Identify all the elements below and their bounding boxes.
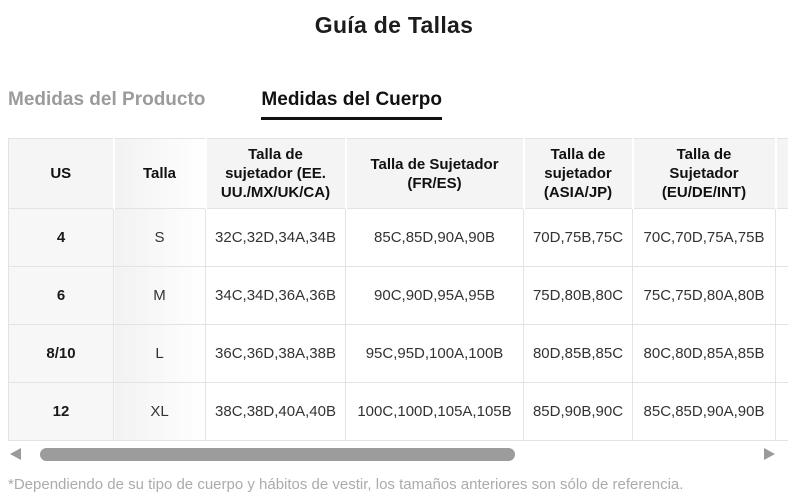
table-cell: 36C,36D,38A,38B (205, 324, 346, 383)
table-cell-cutoff (775, 324, 788, 383)
table-cell: 100C,100D,105A,105B (345, 382, 524, 441)
table-cell-cutoff (775, 208, 788, 267)
table-row: 4 S 32C,32D,34A,34B 85C,85D,90A,90B 70D,75B,… (8, 208, 788, 267)
table-cell: 12 (8, 382, 114, 441)
table-cell: 32C,32D,34A,34B (205, 208, 346, 267)
table-row: 8/10 L 36C,36D,38A,38B 95C,95D,100A,100B 80D… (8, 324, 788, 383)
column-header-1: Talla (112, 138, 207, 209)
column-header-0: US (8, 138, 115, 209)
reference-footnote: *Dependiendo de su tipo de cuerpo y hábi… (8, 476, 684, 493)
column-header-5: Talla de Sujetador (EU/DE/INT) (631, 138, 777, 209)
table-cell: 70D,75B,75C (523, 208, 633, 267)
table-cell: 95C,95D,100A,100B (345, 324, 524, 383)
table-cell: 75C,75D,80A,80B (632, 266, 776, 325)
tab-bar: Medidas del Producto Medidas del Cuerpo (8, 89, 788, 120)
scroll-left-arrow-icon[interactable] (10, 448, 21, 460)
size-table-viewport: US Talla Talla de sujetador (EE. UU./MX/UK… (8, 138, 788, 441)
table-cell: 90C,90D,95A,95B (345, 266, 524, 325)
scroll-right-arrow-icon[interactable] (764, 448, 775, 460)
table-cell: M (113, 266, 206, 325)
table-cell: XL (113, 382, 206, 441)
column-header-2: Talla de sujetador (EE. UU./MX/UK/CA) (204, 138, 347, 209)
table-cell: S (113, 208, 206, 267)
table-cell: 75D,80B,80C (523, 266, 633, 325)
table-cell: 4 (8, 208, 114, 267)
column-header-3: Talla de Sujetador (FR/ES) (344, 138, 525, 209)
size-table: US Talla Talla de sujetador (EE. UU./MX/UK… (8, 138, 788, 441)
table-cell: 8/10 (8, 324, 114, 383)
table-cell: 6 (8, 266, 114, 325)
table-cell: 38C,38D,40A,40B (205, 382, 346, 441)
table-row: 6 M 34C,34D,36A,36B 90C,90D,95A,95B 75D,80B,… (8, 266, 788, 325)
table-cell: 85C,85D,90A,90B (632, 382, 776, 441)
table-cell: 34C,34D,36A,36B (205, 266, 346, 325)
table-body: 4 S 32C,32D,34A,34B 85C,85D,90A,90B 70D,75B,… (8, 208, 788, 441)
table-cell: 85D,90B,90C (523, 382, 633, 441)
tab-medidas-del-producto[interactable]: Medidas del Producto (8, 89, 206, 110)
table-cell-cutoff (775, 266, 788, 325)
horizontal-scrollbar[interactable] (0, 447, 788, 462)
column-header-4: Talla de sujetador (ASIA/JP) (522, 138, 634, 209)
table-cell: 80D,85B,85C (523, 324, 633, 383)
table-cell-cutoff (775, 382, 788, 441)
column-header-cutoff (774, 138, 788, 209)
tab-medidas-del-cuerpo[interactable]: Medidas del Cuerpo (261, 89, 442, 120)
page-title: Guía de Tallas (314, 12, 474, 38)
table-cell: 70C,70D,75A,75B (632, 208, 776, 267)
table-cell: 80C,80D,85A,85B (632, 324, 776, 383)
table-header-row: US Talla Talla de sujetador (EE. UU./MX/UK… (8, 138, 788, 209)
table-cell: L (113, 324, 206, 383)
table-cell: 85C,85D,90A,90B (345, 208, 524, 267)
scrollbar-thumb[interactable] (40, 448, 515, 461)
table-row: 12 XL 38C,38D,40A,40B 100C,100D,105A,105B 85… (8, 382, 788, 441)
